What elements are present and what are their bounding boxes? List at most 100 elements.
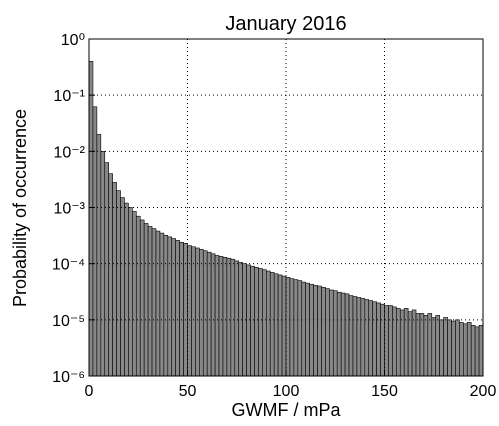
bar [210,253,216,377]
bar [325,288,330,377]
bar [179,242,184,377]
bar [455,319,460,377]
bar [447,319,452,377]
bar [407,311,413,377]
bar [92,106,98,377]
bar [396,308,401,377]
bar [234,260,240,377]
bar [384,305,389,377]
bar [108,173,113,377]
bar [439,319,444,377]
bar [309,283,314,377]
y-tick-label: 10⁻³ [53,201,85,218]
bar [372,301,377,377]
y-tick-label: 10⁻¹ [53,88,85,105]
bar [202,250,208,377]
y-tick-label: 10⁻⁴ [52,257,85,274]
bar [273,273,279,377]
bar [226,257,232,377]
bar [254,267,259,377]
bar [462,323,468,377]
bar [195,247,200,377]
chart-title: January 2016 [225,13,346,35]
bar [301,281,307,377]
bar [364,299,370,377]
bar [147,226,153,377]
bar [128,207,133,377]
bar [435,315,440,377]
bar [265,270,271,377]
bar [451,320,456,377]
bar [317,285,322,377]
y-tick-label: 10⁻⁶ [52,369,85,386]
bar [214,255,220,377]
bar [135,215,141,377]
bar [277,274,283,377]
bar [258,268,263,377]
bar [163,234,169,377]
bar [159,232,165,377]
bar [285,277,291,377]
bar [415,313,421,377]
bar [230,258,236,377]
plot-frame [88,38,484,377]
bar [143,223,149,377]
bar [242,263,247,377]
bar [305,282,310,377]
bar [171,238,176,377]
bar [356,297,362,377]
bar [155,230,161,377]
bar [297,280,303,377]
bar [187,245,192,377]
x-tick-label: 150 [371,383,398,400]
bar [250,265,255,377]
bar [431,317,437,377]
x-tick-label: 200 [470,383,497,400]
x-tick-label: 0 [85,383,94,400]
bar [392,306,397,377]
x-axis-label: GWMF / mPa [232,400,342,420]
bar [116,190,121,377]
bar [281,275,287,377]
bar [332,290,338,377]
bar [419,313,425,377]
bar [120,197,125,377]
bar [411,309,417,377]
bar [466,322,472,377]
bar [459,322,464,377]
bar [175,240,180,377]
x-tick-label: 100 [273,383,300,400]
bar [293,279,299,377]
bar [313,285,318,377]
bar [132,211,137,377]
bar [348,295,354,377]
bar [403,308,409,377]
bar [167,236,173,377]
bar [399,309,405,377]
bar [329,289,334,377]
y-axis-label: Probability of occurrence [10,109,30,307]
x-tick-label: 50 [179,383,197,400]
bar [124,202,129,377]
bar [191,246,196,377]
bar [206,251,212,377]
bar [104,162,110,377]
bar [218,256,224,377]
bar [96,134,102,377]
bar [139,219,145,377]
bar [246,264,251,377]
y-tick-label: 10⁻⁵ [52,313,85,330]
bar [321,286,326,377]
bar [423,315,429,377]
y-tick-label: 10⁻² [53,144,85,161]
bar [262,269,267,377]
bar [376,302,381,377]
bar [88,61,94,377]
bar [470,324,476,377]
bar [344,293,350,377]
bar [478,324,484,377]
y-tick-label: 10⁰ [61,32,85,49]
bar [443,317,448,377]
bar [388,305,393,377]
